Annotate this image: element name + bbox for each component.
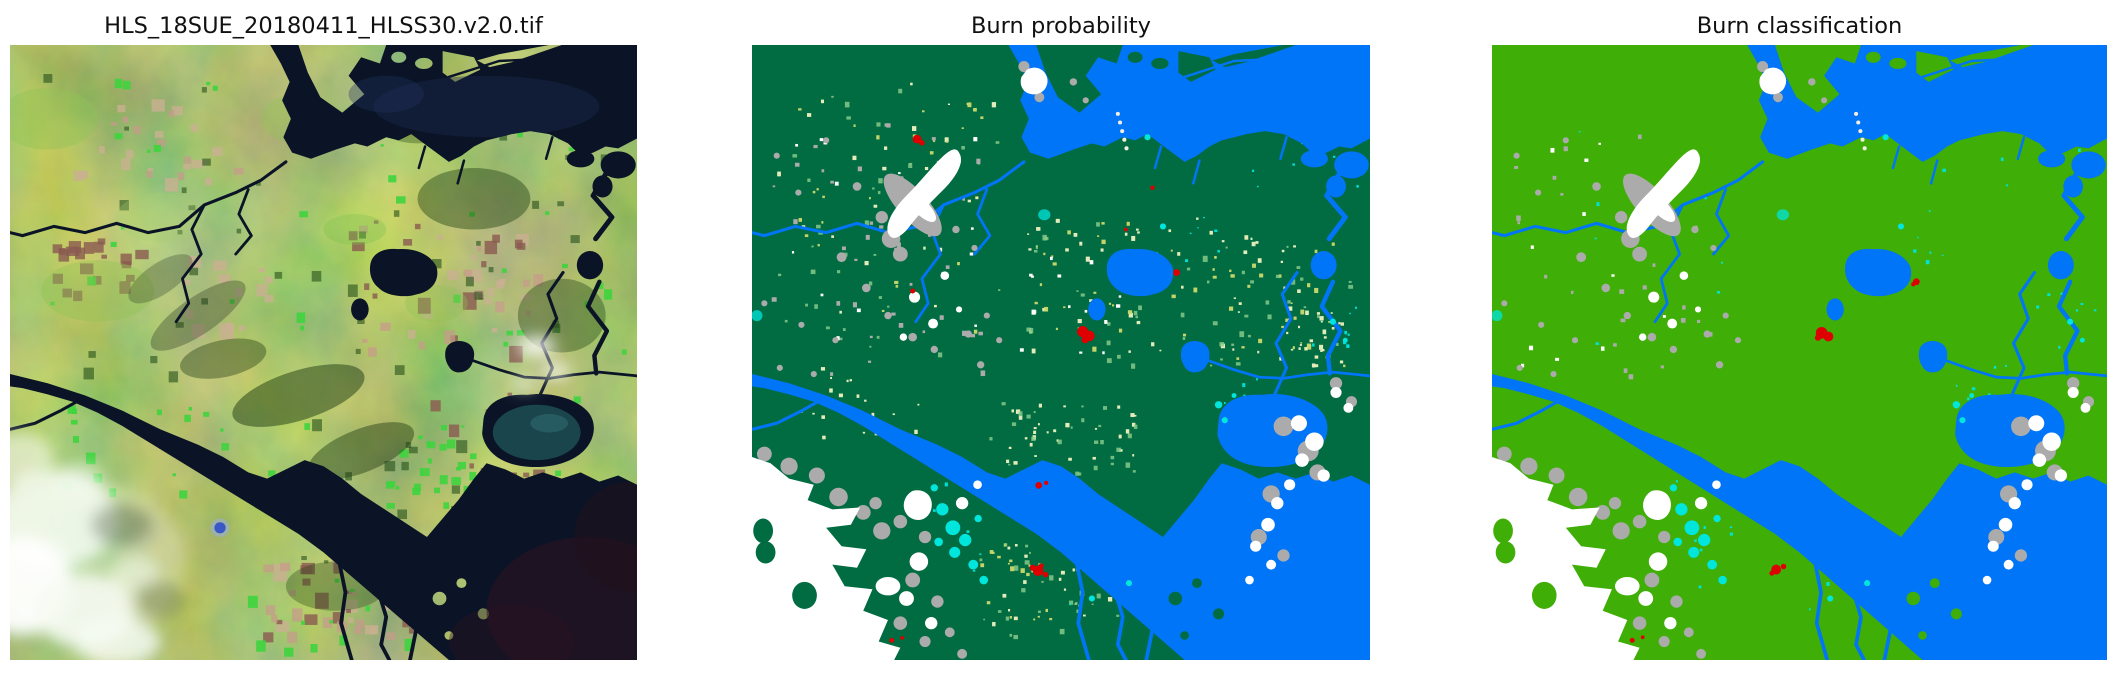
panel-title-burn-classification: Burn classification	[1696, 13, 1903, 39]
burn-probability-map	[752, 45, 1370, 660]
panel-title-satellite: HLS_18SUE_20180411_HLSS30.v2.0.tif	[104, 13, 543, 39]
panel-burn-classification: Burn classification	[1492, 12, 2107, 660]
panel-satellite: HLS_18SUE_20180411_HLSS30.v2.0.tif	[10, 12, 637, 660]
satellite-image	[10, 45, 637, 660]
panel-burn-probability: Burn probability	[752, 12, 1370, 660]
burn-classification-map	[1492, 45, 2107, 660]
panel-title-burn-probability: Burn probability	[970, 13, 1151, 39]
